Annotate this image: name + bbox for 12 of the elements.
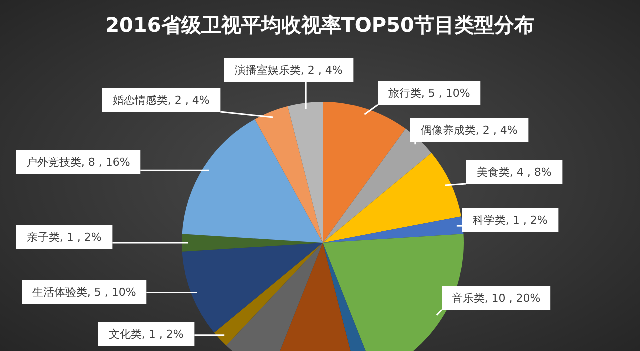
slice-label: 婚恋情感类, 2 , 4% <box>112 94 210 107</box>
slice-label: 演播室娱乐类, 2 , 4% <box>234 64 343 77</box>
slice-label: 偶像养成类, 2 , 4% <box>420 124 518 137</box>
slice-label: 文化类, 1 , 2% <box>108 328 184 341</box>
slice-label: 音乐类, 10 , 20% <box>452 292 541 305</box>
slice-label: 美食类, 4 , 8% <box>476 166 552 179</box>
slice-label: 旅行类, 5 , 10% <box>388 87 470 100</box>
chart-title: 2016省级卫视平均收视率TOP50节目类型分布 <box>104 12 536 39</box>
slice-label: 户外竞技类, 8 , 16% <box>26 156 130 169</box>
slice-label: 科学类, 1 , 2% <box>472 214 548 227</box>
slice-label: 亲子类, 1 , 2% <box>26 231 102 244</box>
slice-label: 生活体验类, 5 , 10% <box>32 286 136 299</box>
